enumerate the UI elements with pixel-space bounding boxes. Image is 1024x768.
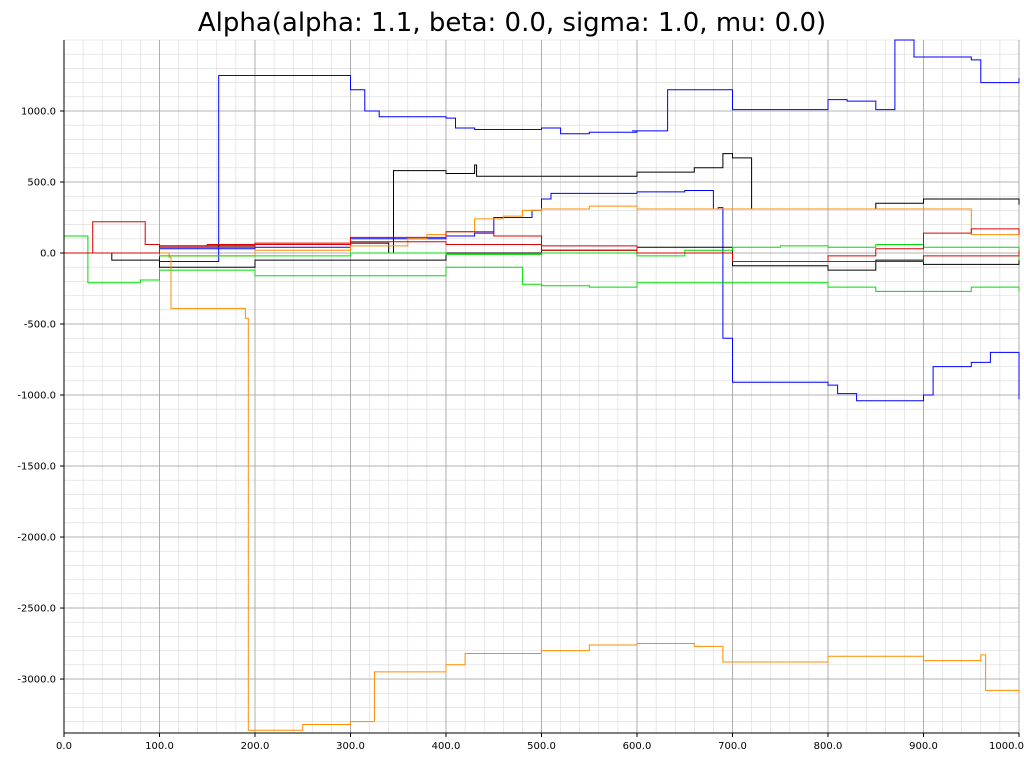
major-gridlines — [63, 40, 1020, 733]
x-tick-label: 200.0 — [241, 741, 270, 752]
x-tick-label: 800.0 — [814, 741, 843, 752]
y-tick-labels: 1000.0 500.0 0.0 -500.0 -1000.0 -1500.0 -2000.… — [17, 107, 64, 686]
y-tick-label: 0.0 — [40, 249, 56, 260]
x-tick-labels: 0.0 100.0 200.0 300.0 400.0 500.0 600.0 700.0 80… — [56, 733, 1024, 752]
y-tick-label: 1000.0 — [21, 107, 56, 118]
y-tick-label: -2500.0 — [17, 604, 56, 615]
series-line-6 — [64, 205, 1020, 257]
x-tick-label: 400.0 — [432, 741, 461, 752]
x-tick-label: 700.0 — [718, 741, 747, 752]
x-tick-label: 500.0 — [527, 741, 556, 752]
x-tick-label: 900.0 — [909, 741, 938, 752]
y-tick-label: -1000.0 — [17, 391, 56, 402]
x-tick-label: 100.0 — [145, 741, 174, 752]
y-tick-label: -2000.0 — [17, 533, 56, 544]
chart-title: Alpha(alpha: 1.1, beta: 0.0, sigma: 1.0,… — [198, 8, 826, 38]
x-tick-label: 0.0 — [56, 741, 72, 752]
series-line-9 — [64, 221, 1020, 262]
y-tick-label: -500.0 — [24, 320, 56, 331]
series-line-7 — [64, 235, 1020, 292]
series-line-1 — [64, 39, 1020, 262]
x-tick-label: 600.0 — [623, 741, 652, 752]
series-lines — [64, 39, 1020, 731]
y-tick-label: -3000.0 — [17, 675, 56, 686]
x-tick-label: 1000.0 — [989, 741, 1024, 752]
x-tick-label: 300.0 — [336, 741, 365, 752]
y-tick-label: 500.0 — [27, 178, 56, 189]
series-line-10 — [64, 241, 1020, 262]
series-line-5 — [64, 252, 1020, 731]
y-tick-label: -1500.0 — [17, 462, 56, 473]
